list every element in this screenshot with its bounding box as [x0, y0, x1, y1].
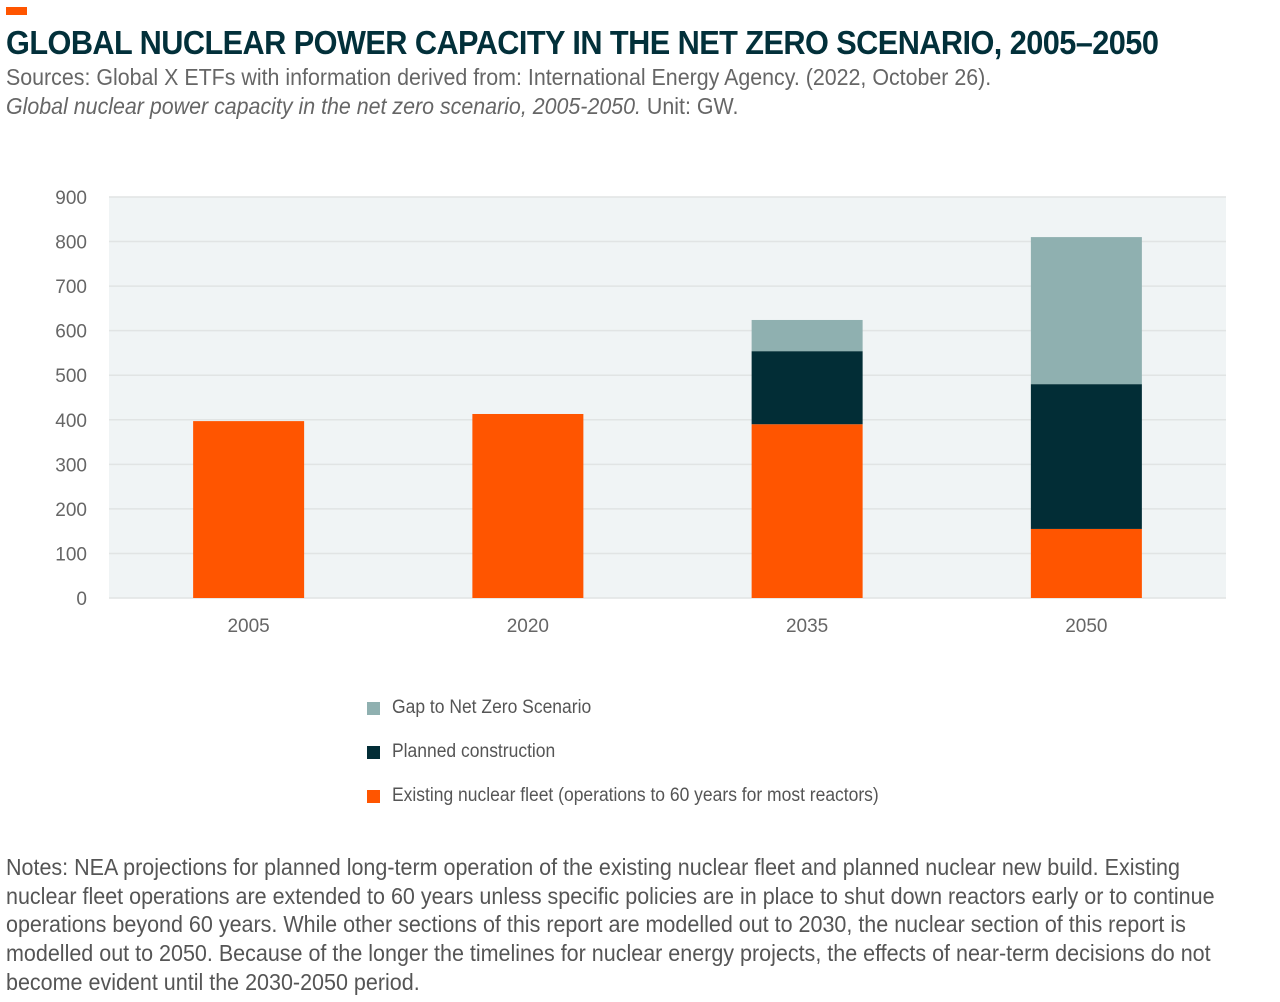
legend-item-planned: Planned construction: [367, 730, 921, 774]
legend: Gap to Net Zero Scenario Planned constru…: [367, 686, 921, 818]
legend-label-gap: Gap to Net Zero Scenario: [392, 697, 592, 718]
bar-existing-2035: [751, 424, 863, 598]
y-tick-label: 400: [55, 411, 87, 432]
bar-gap-2050: [1030, 237, 1142, 385]
bar-planned-2035: [751, 351, 863, 425]
x-axis-ticks: 2005 2020 2035 2050: [227, 616, 1107, 637]
bar-existing-2005: [193, 421, 305, 598]
chart-notes: Notes: NEA projections for planned long-…: [6, 854, 1215, 995]
bar-existing-2020: [472, 413, 584, 598]
x-tick-label: 2005: [227, 616, 269, 637]
stacked-bar-chart: 0 100 200 300 400 500 600 700 800 900 2005 2020 203…: [55, 188, 1226, 637]
y-tick-label: 500: [55, 366, 87, 387]
bar-gap-2035: [751, 319, 863, 352]
legend-swatch-planned: [367, 745, 380, 759]
chart-source: Sources: Global X ETFs with information …: [6, 63, 991, 121]
y-tick-label: 600: [55, 322, 87, 343]
bar-planned-2050: [1030, 384, 1142, 529]
source-line-2: Global nuclear power capacity in the net…: [6, 92, 991, 121]
source-unit: Unit: GW.: [640, 93, 739, 119]
legend-swatch-existing: [367, 789, 380, 803]
source-line-1: Sources: Global X ETFs with information …: [6, 64, 992, 90]
x-tick-label: 2035: [786, 616, 828, 637]
y-tick-label: 300: [55, 455, 87, 476]
y-axis-ticks: 0 100 200 300 400 500 600 700 800 900: [55, 188, 87, 610]
y-tick-label: 100: [55, 544, 87, 565]
legend-label-planned: Planned construction: [392, 741, 556, 762]
legend-label-existing: Existing nuclear fleet (operations to 60…: [392, 785, 879, 806]
y-tick-label: 800: [55, 233, 87, 254]
legend-item-gap: Gap to Net Zero Scenario: [367, 686, 921, 730]
legend-swatch-gap: [367, 701, 380, 715]
x-tick-label: 2050: [1065, 616, 1107, 637]
accent-bar: [6, 7, 27, 15]
legend-item-existing: Existing nuclear fleet (operations to 60…: [367, 774, 921, 818]
bars: [193, 237, 1142, 598]
y-tick-label: 900: [55, 188, 87, 209]
y-tick-label: 700: [55, 277, 87, 298]
x-tick-label: 2020: [507, 616, 549, 637]
source-title-italic: Global nuclear power capacity in the net…: [6, 93, 641, 119]
y-tick-label: 200: [55, 500, 87, 521]
bar-existing-2050: [1030, 528, 1142, 598]
y-tick-label: 0: [76, 589, 87, 610]
chart-title: GLOBAL NUCLEAR POWER CAPACITY IN THE NET…: [6, 24, 1159, 61]
